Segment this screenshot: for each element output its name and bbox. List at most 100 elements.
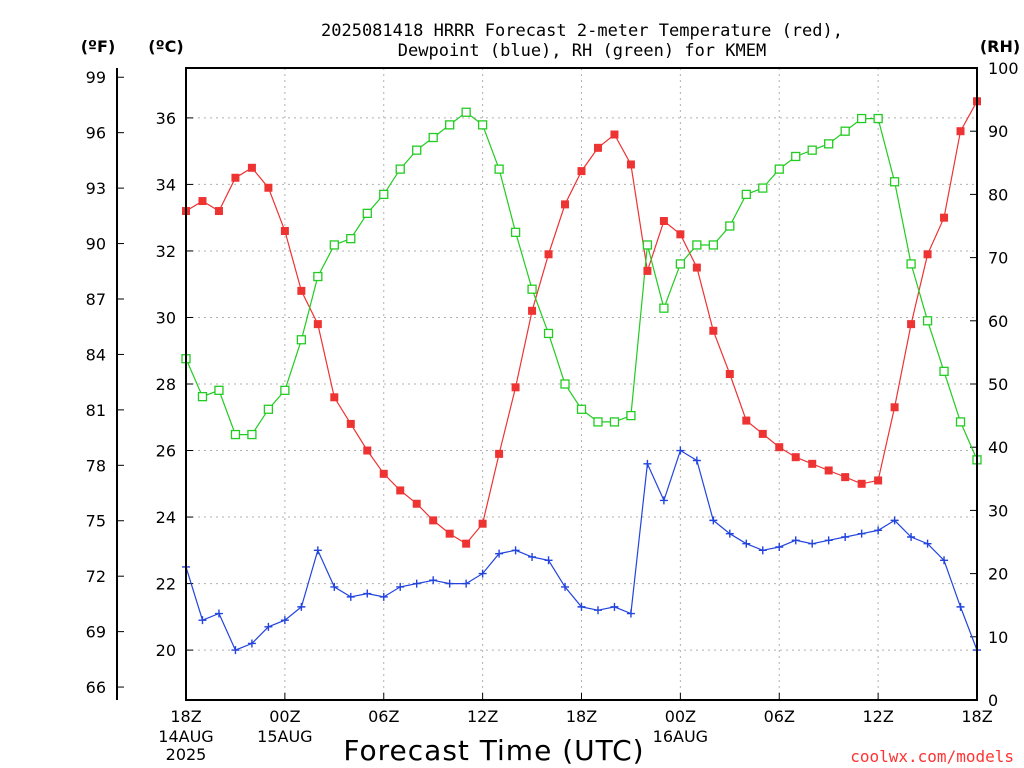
rh-point — [263, 404, 274, 414]
rh-point — [642, 240, 653, 250]
temperature-point — [956, 127, 965, 136]
x-date-label: 15AUG — [257, 727, 312, 746]
rh-point — [313, 271, 323, 282]
fahrenheit-tick-label: 84 — [86, 345, 106, 364]
x-date-label: 2025 — [166, 745, 207, 764]
celsius-tick-label: 30 — [156, 308, 176, 327]
fahrenheit-tick-label: 66 — [86, 678, 106, 697]
dewpoint-point — [956, 602, 965, 611]
dewpoint-point — [214, 609, 223, 618]
dewpoint-point — [528, 552, 537, 561]
chart-title-line-2: Dewpoint (blue), RH (green) for KMEM — [398, 41, 766, 61]
dewpoint-point — [247, 639, 256, 648]
fahrenheit-tick-label: 78 — [86, 456, 106, 475]
rh-tick-label: 0 — [988, 691, 998, 710]
temperature-point — [264, 183, 273, 192]
rh-point — [939, 366, 949, 377]
temperature-point — [709, 326, 718, 335]
dewpoint-point — [495, 549, 504, 558]
temperature-point — [313, 320, 322, 329]
rh-point — [576, 404, 587, 414]
rh-point — [708, 240, 718, 250]
x-tick-label: 18Z — [170, 707, 201, 726]
dewpoint-point — [841, 533, 850, 542]
rh-point — [329, 240, 339, 250]
rh-point — [593, 417, 603, 427]
rh-point — [346, 233, 356, 244]
dewpoint-point — [758, 546, 767, 555]
temperature-point — [923, 250, 932, 259]
rh-point — [461, 107, 471, 117]
rh-point — [543, 328, 554, 339]
dewpoint-point — [445, 579, 454, 588]
rh-point — [922, 316, 933, 326]
x-tick-label: 12Z — [862, 707, 893, 726]
dewpoint-point — [725, 529, 734, 538]
temperature-point — [511, 383, 520, 392]
rh-point — [230, 429, 241, 440]
rh-point — [197, 391, 208, 402]
rh-point — [856, 113, 867, 124]
rh-point — [296, 335, 307, 345]
dewpoint-point — [198, 616, 207, 625]
celsius-tick-label: 32 — [156, 242, 176, 261]
x-tick-label: 00Z — [269, 707, 300, 726]
chart-title-line-1: 2025081418 HRRR Forecast 2-meter Tempera… — [321, 21, 843, 41]
temperature-point — [841, 473, 850, 482]
rh-tick-label: 100 — [988, 59, 1019, 78]
rh-point — [889, 177, 900, 187]
fahrenheit-tick-label: 72 — [86, 567, 106, 586]
dewpoint-point — [890, 516, 899, 525]
rh-point — [247, 429, 257, 440]
rh-point — [626, 410, 636, 421]
dewpoint-point — [561, 582, 570, 591]
temperature-point — [659, 217, 668, 226]
dewpoint-point — [330, 582, 339, 591]
rh-tick-label: 80 — [988, 185, 1008, 204]
dewpoint-point — [313, 546, 322, 555]
dewpoint-point — [808, 539, 817, 548]
temperature-point — [495, 449, 504, 458]
temperature-point — [528, 306, 537, 315]
rh-point — [494, 164, 504, 174]
celsius-tick-label: 22 — [156, 575, 176, 594]
rh-point — [362, 208, 372, 219]
dewpoint-point — [626, 609, 635, 618]
dewpoint-point — [659, 496, 668, 505]
dewpoint-point — [363, 589, 372, 598]
rh-point — [725, 221, 735, 231]
plot-frame — [185, 67, 978, 701]
x-tick-label: 00Z — [665, 707, 696, 726]
rh-point — [807, 145, 817, 155]
temperature-point — [561, 200, 570, 209]
dewpoint-point — [857, 529, 866, 538]
dewpoint-point — [709, 516, 718, 525]
dewpoint-point — [940, 556, 949, 565]
series-markers — [181, 97, 982, 655]
temperature-point — [280, 226, 289, 235]
rh-unit-label: (RH) — [980, 37, 1020, 56]
temperature-point — [363, 446, 372, 455]
temperature-point — [758, 429, 767, 438]
rh-tick-label: 60 — [988, 312, 1008, 331]
rh-point — [609, 417, 620, 427]
rh-point — [280, 385, 290, 395]
dewpoint-point — [264, 622, 273, 631]
temperature-point — [412, 499, 421, 508]
temperature-point — [791, 453, 800, 462]
rh-point — [758, 183, 768, 193]
rh-tick-label: 20 — [988, 565, 1008, 584]
temperature-point — [231, 173, 240, 182]
x-date-label: 16AUG — [653, 727, 708, 746]
temperature-point — [742, 416, 751, 425]
temperature-point — [808, 459, 817, 468]
dewpoint-point — [429, 576, 438, 585]
fahrenheit-tick-label: 75 — [86, 512, 106, 531]
dewpoint-point — [544, 556, 553, 565]
x-date-label: 14AUG — [158, 727, 213, 746]
rh-point — [692, 240, 702, 250]
rh-point — [840, 126, 850, 136]
rh-point — [741, 189, 751, 200]
rh-point — [527, 284, 537, 294]
x-axis-label: Forecast Time (UTC) — [343, 734, 644, 767]
